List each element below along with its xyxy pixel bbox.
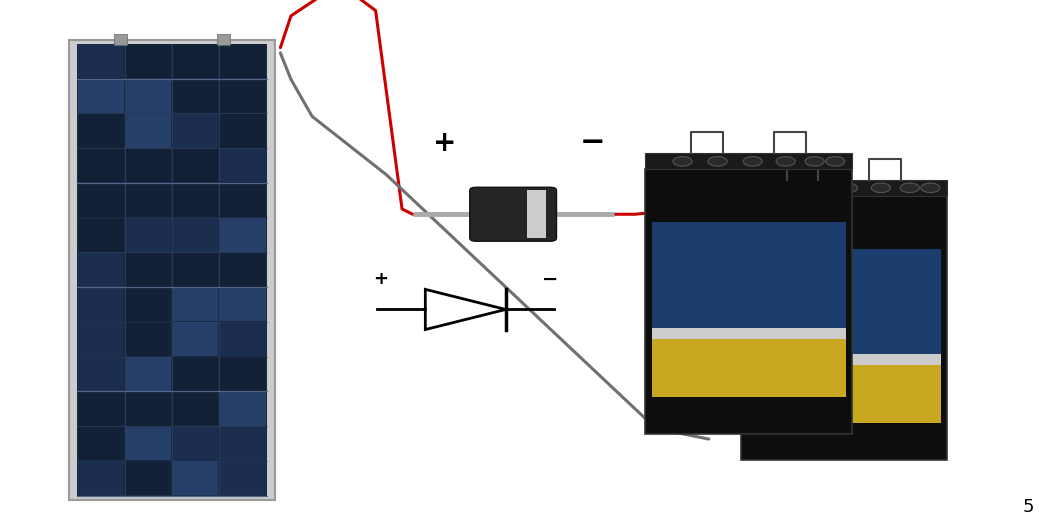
Bar	[220, 253, 266, 287]
Bar	[645, 153, 852, 169]
Bar	[78, 79, 124, 113]
Text: +: +	[433, 129, 456, 157]
Circle shape	[708, 157, 727, 166]
Bar	[126, 288, 171, 322]
Bar	[652, 339, 845, 397]
Text: −: −	[580, 129, 605, 157]
Bar	[78, 427, 124, 460]
Text: 5: 5	[1023, 498, 1034, 516]
Bar	[78, 218, 124, 252]
Text: −: −	[542, 270, 559, 289]
Bar	[78, 114, 124, 148]
Bar	[220, 184, 266, 217]
Bar	[220, 288, 266, 322]
Circle shape	[920, 183, 940, 193]
Circle shape	[825, 157, 844, 166]
Bar	[220, 114, 266, 148]
Bar	[220, 218, 266, 252]
Bar	[69, 40, 275, 500]
Bar	[78, 392, 124, 426]
Bar	[126, 461, 171, 495]
Bar	[741, 196, 947, 460]
Bar	[747, 354, 941, 365]
Bar	[126, 218, 171, 252]
Bar	[78, 44, 124, 78]
Bar	[126, 392, 171, 426]
Bar	[78, 184, 124, 217]
Bar	[174, 357, 218, 391]
Bar	[174, 253, 218, 287]
Bar	[527, 190, 546, 238]
Bar	[174, 288, 218, 322]
Bar	[126, 323, 171, 356]
Circle shape	[805, 157, 824, 166]
Bar	[174, 427, 218, 460]
Bar	[174, 323, 218, 356]
Bar	[174, 114, 218, 148]
Bar	[114, 34, 127, 45]
Bar	[78, 253, 124, 287]
Bar	[652, 328, 845, 339]
Circle shape	[673, 157, 692, 166]
Bar	[78, 461, 124, 495]
Bar	[217, 34, 230, 45]
Bar	[174, 461, 218, 495]
Bar	[78, 288, 124, 322]
Bar	[174, 149, 218, 183]
Bar	[220, 79, 266, 113]
Bar	[220, 323, 266, 356]
Bar	[126, 427, 171, 460]
Bar	[174, 392, 218, 426]
Bar	[78, 323, 124, 356]
Bar	[220, 149, 266, 183]
Bar	[126, 44, 171, 78]
Circle shape	[872, 183, 891, 193]
Bar	[220, 427, 266, 460]
Bar	[174, 218, 218, 252]
Bar	[747, 365, 941, 423]
Bar	[220, 461, 266, 495]
Bar	[78, 357, 124, 391]
Bar	[126, 184, 171, 217]
Bar	[652, 222, 845, 333]
Circle shape	[777, 157, 796, 166]
Bar	[126, 114, 171, 148]
Circle shape	[900, 183, 919, 193]
Bar	[747, 249, 941, 360]
Bar	[645, 169, 852, 434]
Bar	[174, 79, 218, 113]
Circle shape	[838, 183, 857, 193]
Bar	[220, 44, 266, 78]
Circle shape	[768, 183, 787, 193]
Bar	[174, 184, 218, 217]
Bar	[78, 149, 124, 183]
Bar	[126, 357, 171, 391]
Bar	[126, 253, 171, 287]
Bar	[77, 44, 267, 496]
Bar	[220, 392, 266, 426]
Bar	[741, 180, 947, 196]
Bar	[126, 79, 171, 113]
Text: +: +	[373, 270, 388, 288]
Circle shape	[803, 183, 822, 193]
Bar	[174, 44, 218, 78]
Bar	[126, 149, 171, 183]
Bar	[220, 357, 266, 391]
Circle shape	[743, 157, 762, 166]
FancyBboxPatch shape	[470, 187, 557, 241]
